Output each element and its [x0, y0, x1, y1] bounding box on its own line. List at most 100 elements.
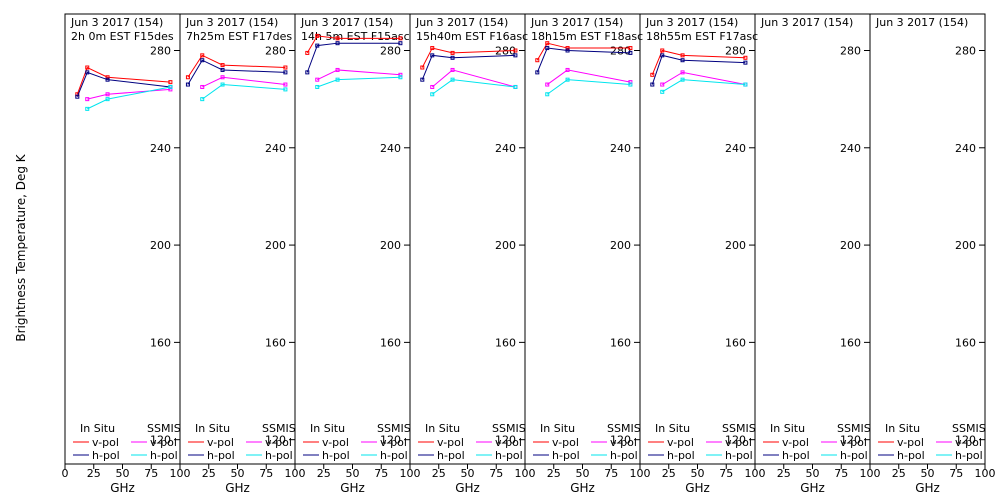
x-tick-label: 100: [745, 467, 766, 480]
data-point-ssmis_v: [315, 77, 320, 82]
x-axis-label: GHz: [225, 481, 250, 495]
data-point-ssmis_v: [430, 84, 435, 89]
legend-ssmis-label: SSMIS: [952, 422, 986, 435]
data-point-insitu_h: [420, 77, 425, 82]
panel-subtitle: 18h55m EST F17asc: [646, 30, 758, 43]
data-point-insitu_v: [85, 65, 90, 70]
series-line-ssmis_h: [87, 86, 171, 110]
panel-3: Jun 3 2017 (154)14h 5m EST F15asc 120 160 2…: [294, 13, 421, 495]
data-point-insitu_v: [660, 48, 665, 53]
data-point-ssmis_v: [168, 87, 173, 92]
data-point-insitu_h: [105, 77, 110, 82]
data-point-insitu_h: [650, 82, 655, 87]
x-tick-label: 75: [144, 467, 158, 480]
legend-entry-insitu_v: v-pol: [92, 436, 119, 449]
x-tick-label: 75: [604, 467, 618, 480]
data-point-insitu_h: [450, 55, 455, 60]
y-tick-label: 120: [495, 434, 516, 447]
legend-ssmis-label: SSMIS: [492, 422, 526, 435]
data-point-insitu_h: [628, 50, 633, 55]
panel-subtitle: 15h40m EST F16asc: [416, 30, 528, 43]
legend-insitu-label: In Situ: [310, 422, 345, 435]
series-line-ssmis_v: [546, 69, 631, 85]
y-tick-label: 280: [265, 44, 286, 57]
data-point-insitu_v: [628, 46, 633, 51]
data-point-ssmis_h: [450, 77, 455, 82]
series-line-insitu_h: [76, 71, 171, 97]
y-tick-label: 120: [725, 434, 746, 447]
legend-entry-ssmis_h: h-pol: [840, 449, 868, 462]
data-point-ssmis_v: [200, 84, 205, 89]
x-axis-label: GHz: [340, 481, 365, 495]
legend-insitu-label: In Situ: [425, 422, 460, 435]
x-tick-label: 25: [432, 467, 446, 480]
y-tick-label: 240: [610, 142, 631, 155]
panel-6: Jun 3 2017 (154)18h55m EST F17asc 120 160 2…: [639, 13, 766, 495]
data-point-insitu_v: [420, 65, 425, 70]
y-tick-label: 160: [495, 336, 516, 349]
panel-date: Jun 3 2017 (154): [645, 16, 738, 29]
series-line-ssmis_h: [201, 84, 286, 100]
data-point-ssmis_v: [105, 92, 110, 97]
series-line-insitu_h: [306, 42, 401, 73]
data-point-insitu_v: [105, 75, 110, 80]
data-point-insitu_v: [450, 50, 455, 55]
x-tick-label: 25: [777, 467, 791, 480]
data-point-insitu_h: [680, 58, 685, 63]
legend-insitu-label: In Situ: [770, 422, 805, 435]
legend-entry-insitu_v: v-pol: [437, 436, 464, 449]
series-line-insitu_h: [651, 54, 746, 85]
data-point-insitu_v: [430, 46, 435, 51]
panel-date: Jun 3 2017 (154): [300, 16, 393, 29]
y-tick-label: 200: [840, 239, 861, 252]
y-tick-label: 160: [265, 336, 286, 349]
data-point-insitu_v: [545, 41, 550, 46]
y-tick-label: 200: [725, 239, 746, 252]
legend-insitu-label: In Situ: [885, 422, 920, 435]
series-line-insitu_v: [421, 47, 516, 68]
panel-subtitle: 18h15m EST F18asc: [531, 30, 643, 43]
legend-entry-insitu_h: h-pol: [552, 449, 580, 462]
data-point-insitu_h: [335, 41, 340, 46]
series-line-ssmis_v: [661, 71, 746, 86]
y-tick-label: 240: [840, 142, 861, 155]
x-tick-label: 100: [630, 467, 651, 480]
legend-entry-ssmis_h: h-pol: [955, 449, 983, 462]
data-point-insitu_v: [185, 75, 190, 80]
legend-entry-ssmis_h: h-pol: [495, 449, 523, 462]
x-tick-label: 100: [975, 467, 996, 480]
y-tick-label: 280: [955, 44, 976, 57]
x-tick-label: 100: [515, 467, 536, 480]
legend-entry-ssmis_h: h-pol: [265, 449, 293, 462]
data-point-insitu_h: [398, 41, 403, 46]
x-tick-label: 25: [547, 467, 561, 480]
x-tick-label: 25: [662, 467, 676, 480]
legend-entry-ssmis_h: h-pol: [150, 449, 178, 462]
data-point-insitu_v: [283, 65, 288, 70]
legend-entry-insitu_h: h-pol: [322, 449, 350, 462]
y-tick-label: 240: [380, 142, 401, 155]
y-tick-label: 200: [955, 239, 976, 252]
x-tick-label: 100: [860, 467, 881, 480]
y-tick-label: 240: [150, 142, 171, 155]
x-tick-label: 75: [949, 467, 963, 480]
data-point-insitu_h: [220, 67, 225, 72]
legend-entry-ssmis_v: v-pol: [265, 436, 292, 449]
data-point-insitu_v: [315, 33, 320, 38]
data-point-insitu_h: [430, 53, 435, 58]
data-point-insitu_v: [565, 46, 570, 51]
panel-7: Jun 3 2017 (154) 120 160 200 240 280 25 50 75 100…: [754, 13, 881, 495]
y-tick-label: 120: [265, 434, 286, 447]
panel-5: Jun 3 2017 (154)18h15m EST F18asc 120 160 2…: [524, 13, 651, 495]
data-point-insitu_v: [168, 80, 173, 85]
data-point-insitu_v: [200, 53, 205, 58]
series-line-ssmis_h: [317, 76, 401, 88]
series-line-insitu_v: [536, 42, 631, 61]
panel-8: Jun 3 2017 (154) 120 160 200 240 280 25 50 75 100…: [869, 13, 996, 495]
x-tick-label: 100: [285, 467, 306, 480]
y-tick-label: 160: [610, 336, 631, 349]
y-tick-label: 160: [150, 336, 171, 349]
panel-subtitle: 2h 0m EST F15des: [71, 30, 174, 43]
legend-ssmis-label: SSMIS: [837, 422, 871, 435]
